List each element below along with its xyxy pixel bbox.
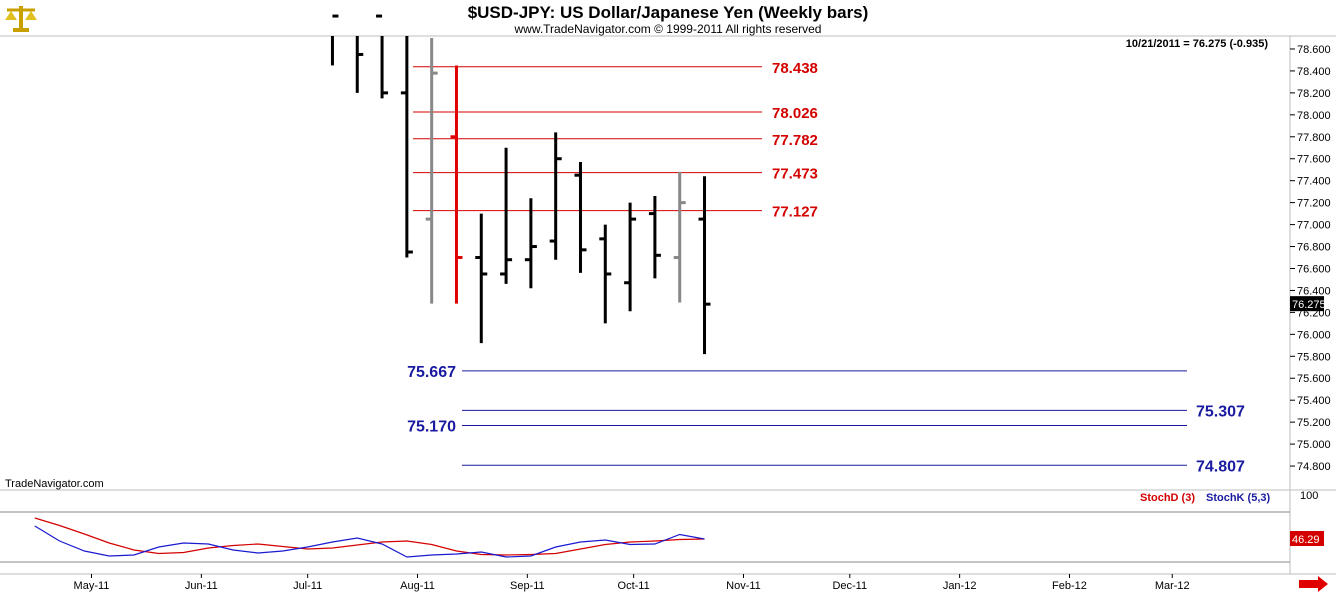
legend-stochd: StochD (3) [1140,492,1195,504]
ohlc-bar [574,162,587,273]
time-tick-label: Aug-11 [400,580,435,592]
price-tick-label: 78.600 [1297,44,1331,56]
ohlc-bar [355,36,364,93]
support-label: 74.807 [1196,458,1245,475]
price-tick-label: 74.800 [1297,461,1331,473]
price-tick-label: 78.000 [1297,110,1331,122]
last-quote-readout: 10/21/2011 = 76.275 (-0.935) [1126,38,1269,50]
resistance-label: 78.026 [772,105,818,122]
time-tick-label: May-11 [74,580,110,592]
time-tick-label: Oct-11 [618,580,650,592]
price-tick-label: 76.600 [1297,263,1331,275]
resistance-label: 77.473 [772,166,818,183]
support-label: 75.307 [1196,403,1245,420]
price-tick-label: 75.400 [1297,395,1331,407]
resistance-label: 77.782 [772,132,818,149]
price-tick-label: 75.800 [1297,351,1331,363]
stochd-line [34,517,705,556]
ohlc-bar [475,213,488,344]
support-label: 75.667 [407,364,456,381]
ohlc-bar [400,36,413,258]
price-tick-label: 77.000 [1297,220,1331,232]
time-tick-label: Jun-11 [185,580,218,592]
price-tick-label: 78.400 [1297,66,1331,78]
price-tick-label: 75.000 [1297,439,1331,451]
resistance-label: 78.438 [772,60,818,77]
ohlc-bar [425,38,438,304]
time-axis: May-11 Jun-11 Jul-11 Aug-11 Sep-11 Oct-11 Nov-… [74,574,1190,592]
ohlc-bar [673,171,686,303]
time-tick-label: Jul-11 [293,580,322,592]
stochk-line [34,525,705,558]
ohlc-bar [549,132,562,260]
scales-icon [5,6,37,32]
price-tick-label: 77.800 [1297,132,1331,144]
time-tick-label: Jan-12 [943,580,977,592]
time-tick-label: Mar-12 [1155,580,1190,592]
time-tick-label: Nov-11 [726,580,761,592]
stoch-last-label: 46.29 [1292,534,1320,546]
time-tick-label: Sep-11 [510,580,545,592]
last-price-label: 76.275 [1292,299,1326,311]
ohlc-bar [330,14,339,66]
support-label: 75.170 [407,418,456,435]
price-tick-label: 75.600 [1297,373,1331,385]
price-tick-label: 77.400 [1297,176,1331,188]
stoch-tick-100: 100 [1300,490,1318,502]
price-tick-label: 75.200 [1297,417,1331,429]
chart-subtitle: www.TradeNavigator.com © 1999-2011 All r… [514,22,822,36]
price-tick-label: 76.000 [1297,329,1331,341]
chart-title: $USD-JPY: US Dollar/Japanese Yen (Weekly… [468,3,869,22]
scroll-right-arrow-icon[interactable] [1299,576,1328,592]
ohlc-bar [450,65,463,304]
price-tick-label: 76.400 [1297,285,1331,297]
price-axis: 74.800 75.000 75.200 75.400 75.600 75.800 76.0… [1290,44,1331,473]
stochastic-pane: 100 StochD (3) StochK (5,3) 46.29 [0,490,1324,563]
ohlc-bar [524,198,537,289]
ohlc-bar [599,224,612,324]
time-tick-label: Dec-11 [832,580,867,592]
ohlc-bar [376,14,389,99]
ohlc-bar [648,196,661,279]
watermark-text: TradeNavigator.com [5,478,104,490]
resistance-label: 77.127 [772,204,818,221]
ohlc-bar [500,147,513,284]
last-price-badge: 76.275 [1290,296,1326,312]
ohlc-bar [624,202,637,312]
ohlc-bar [698,176,711,355]
support-levels: 75.667 75.307 75.170 74.807 [407,364,1245,475]
price-tick-label: 78.200 [1297,88,1331,100]
price-tick-label: 77.200 [1297,198,1331,210]
last-price-box [1290,296,1324,312]
legend-stochk: StochK (5,3) [1206,492,1271,504]
stoch-last-box [1290,531,1324,546]
price-tick-label: 76.800 [1297,242,1331,254]
price-tick-label: 77.600 [1297,154,1331,166]
time-tick-label: Feb-12 [1052,580,1087,592]
ohlc-bars [330,14,711,355]
